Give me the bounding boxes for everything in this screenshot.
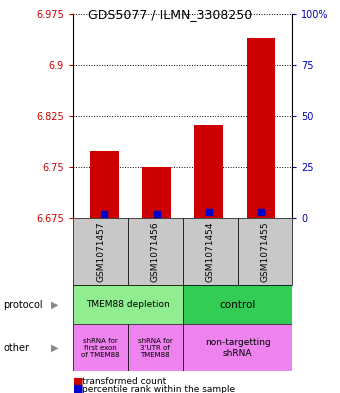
Text: other: other <box>3 343 29 353</box>
Bar <box>90 151 119 218</box>
Bar <box>238 218 292 285</box>
Bar <box>183 285 292 324</box>
Text: ▶: ▶ <box>51 299 58 310</box>
Text: ■: ■ <box>73 384 87 393</box>
Bar <box>183 218 238 285</box>
Text: shRNA for
first exon
of TMEM88: shRNA for first exon of TMEM88 <box>81 338 120 358</box>
Text: ▶: ▶ <box>51 343 58 353</box>
Text: ■: ■ <box>73 376 87 386</box>
Bar <box>128 218 183 285</box>
Text: percentile rank within the sample: percentile rank within the sample <box>82 385 235 393</box>
Text: TMEM88 depletion: TMEM88 depletion <box>86 300 170 309</box>
Bar <box>73 324 128 371</box>
Text: shRNA for
3’UTR of
TMEM88: shRNA for 3’UTR of TMEM88 <box>138 338 173 358</box>
Text: transformed count: transformed count <box>82 377 166 386</box>
Bar <box>194 125 223 218</box>
Text: GSM1071456: GSM1071456 <box>151 221 160 282</box>
Bar <box>73 218 128 285</box>
Bar <box>73 285 183 324</box>
Bar <box>247 38 275 218</box>
Text: GSM1071454: GSM1071454 <box>206 221 215 282</box>
Text: non-targetting
shRNA: non-targetting shRNA <box>205 338 270 358</box>
Text: protocol: protocol <box>3 299 43 310</box>
Text: control: control <box>219 299 256 310</box>
Text: GDS5077 / ILMN_3308250: GDS5077 / ILMN_3308250 <box>88 8 252 21</box>
Bar <box>183 324 292 371</box>
Text: GSM1071455: GSM1071455 <box>260 221 270 282</box>
Bar <box>142 167 171 218</box>
Bar <box>128 324 183 371</box>
Text: GSM1071457: GSM1071457 <box>96 221 105 282</box>
